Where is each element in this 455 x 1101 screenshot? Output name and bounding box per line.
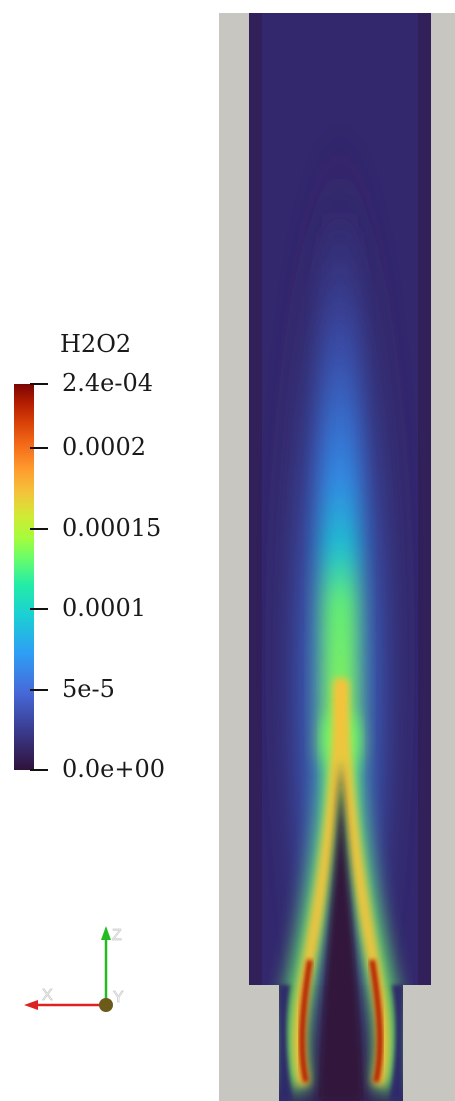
x-axis-arrow [24, 1000, 38, 1010]
colorbar-tick [30, 769, 48, 771]
axes-triad[interactable]: Z X Y [20, 920, 160, 1030]
colorbar-tick [30, 447, 48, 450]
z-axis-arrow [101, 926, 111, 940]
colorbar-tick [30, 527, 48, 530]
colorbar-tick-label: 0.00015 [62, 513, 162, 542]
y-axis-origin [99, 998, 113, 1012]
colorbar-tick-label: 0.0002 [62, 433, 146, 462]
legend-title: H2O2 [60, 330, 132, 358]
colorbar-tick [30, 688, 48, 691]
colorbar-tick [30, 608, 48, 611]
colorbar-tick-label: 0.0001 [62, 594, 146, 623]
z-axis-label: Z [112, 927, 122, 944]
x-axis-label: X [42, 987, 53, 1004]
colorbar-tick-label: 2.4e-04 [62, 369, 154, 397]
colorbar-tick-label: 5e-5 [62, 674, 115, 703]
y-axis-label: Y [113, 989, 124, 1006]
colorbar-tick-label: 0.0e+00 [62, 755, 166, 783]
colorbar [14, 384, 34, 770]
colorbar-tick [30, 383, 48, 385]
